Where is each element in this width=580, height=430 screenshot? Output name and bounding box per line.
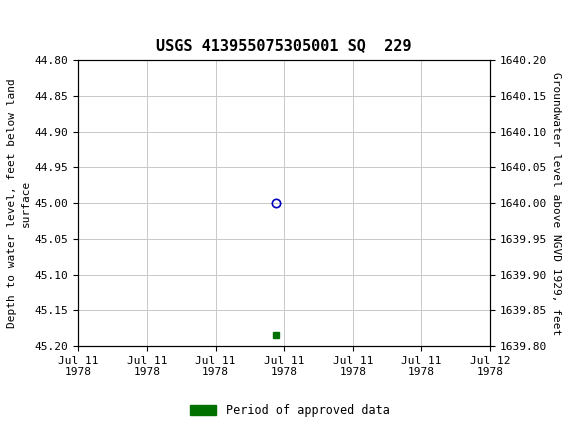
Text: ≡USGS: ≡USGS	[9, 13, 85, 32]
Y-axis label: Groundwater level above NGVD 1929, feet: Groundwater level above NGVD 1929, feet	[551, 71, 561, 335]
Title: USGS 413955075305001 SQ  229: USGS 413955075305001 SQ 229	[157, 38, 412, 53]
Legend: Period of approved data: Period of approved data	[186, 399, 394, 422]
Y-axis label: Depth to water level, feet below land
surface: Depth to water level, feet below land su…	[8, 78, 31, 328]
